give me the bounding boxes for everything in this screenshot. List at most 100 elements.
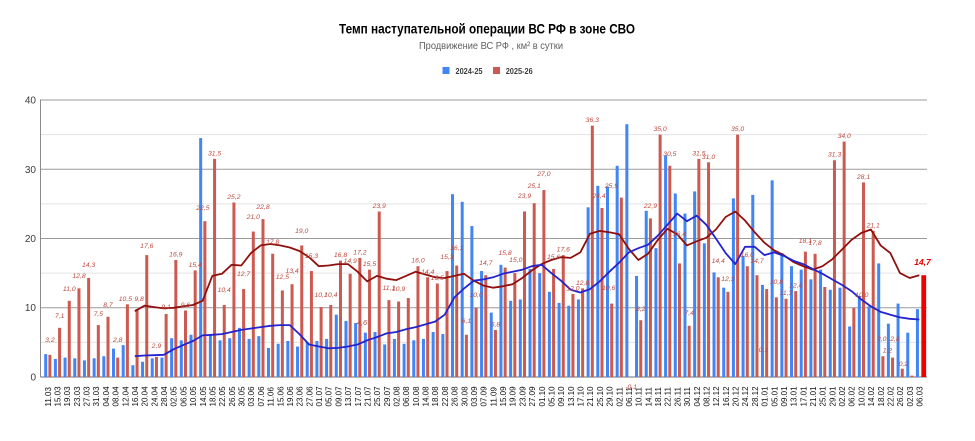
svg-text:0,1: 0,1 <box>759 347 769 354</box>
svg-text:14.05: 14.05 <box>199 386 208 407</box>
svg-text:15.09: 15.09 <box>499 386 508 407</box>
svg-text:22.02: 22.02 <box>887 386 896 407</box>
svg-text:30.11: 30.11 <box>683 387 692 407</box>
svg-text:19.06: 19.06 <box>286 386 295 407</box>
svg-text:03.09: 03.09 <box>470 386 479 407</box>
svg-text:05.01: 05.01 <box>770 386 779 407</box>
svg-text:06.11: 06.11 <box>625 387 634 407</box>
svg-text:24.12: 24.12 <box>741 386 750 407</box>
svg-text:11,1: 11,1 <box>383 285 396 292</box>
svg-text:21.07: 21.07 <box>363 386 372 407</box>
svg-text:25,9: 25,9 <box>604 183 618 190</box>
svg-text:17,6: 17,6 <box>557 247 570 254</box>
svg-text:16,1: 16,1 <box>450 245 463 252</box>
svg-text:14.02: 14.02 <box>867 386 876 407</box>
svg-text:10.08: 10.08 <box>412 386 421 407</box>
svg-text:12,3: 12,3 <box>721 276 734 283</box>
svg-text:30.08: 30.08 <box>460 386 469 407</box>
svg-text:31,5: 31,5 <box>692 150 705 157</box>
svg-text:06.05: 06.05 <box>179 386 188 407</box>
svg-text:17,8: 17,8 <box>266 239 279 246</box>
svg-text:7,4: 7,4 <box>684 310 694 317</box>
svg-text:15,3: 15,3 <box>305 253 318 260</box>
svg-text:17.01: 17.01 <box>799 386 808 407</box>
svg-text:06.02: 06.02 <box>848 386 857 407</box>
svg-text:14,3: 14,3 <box>82 262 95 269</box>
svg-text:13,5: 13,5 <box>431 275 444 282</box>
svg-text:13,4: 13,4 <box>285 268 298 275</box>
svg-text:12,0: 12,0 <box>566 285 579 292</box>
svg-text:7,1: 7,1 <box>55 313 65 320</box>
svg-text:21.01: 21.01 <box>809 386 818 407</box>
svg-text:15,4: 15,4 <box>189 262 202 269</box>
svg-text:08.12: 08.12 <box>702 386 711 407</box>
svg-text:02.11: 02.11 <box>615 387 624 407</box>
svg-text:10: 10 <box>25 303 37 314</box>
svg-text:2,8: 2,8 <box>889 336 900 343</box>
svg-text:14,7: 14,7 <box>914 257 932 267</box>
svg-text:25.10: 25.10 <box>596 386 605 407</box>
svg-text:23.03: 23.03 <box>73 386 82 407</box>
svg-text:05.10: 05.10 <box>548 386 557 407</box>
svg-text:15,3: 15,3 <box>440 254 453 261</box>
svg-text:23.09: 23.09 <box>518 386 527 407</box>
svg-text:08.04: 08.04 <box>112 386 121 407</box>
svg-text:10.11: 10.11 <box>635 387 644 407</box>
svg-text:1,2: 1,2 <box>883 348 893 355</box>
svg-text:4,6: 4,6 <box>357 318 368 327</box>
svg-text:17,2: 17,2 <box>353 249 366 256</box>
svg-text:16,0: 16,0 <box>411 258 424 265</box>
svg-text:21,1: 21,1 <box>866 222 880 229</box>
svg-text:11,3: 11,3 <box>780 290 793 297</box>
svg-text:11.03: 11.03 <box>44 387 53 407</box>
svg-text:13.07: 13.07 <box>344 386 353 407</box>
svg-text:20.12: 20.12 <box>732 386 741 407</box>
svg-text:2,9: 2,9 <box>151 343 162 350</box>
svg-text:15,8: 15,8 <box>498 250 511 257</box>
svg-text:12.12: 12.12 <box>712 386 721 407</box>
svg-text:-0,1: -0,1 <box>625 384 637 391</box>
svg-text:22.08: 22.08 <box>441 386 450 407</box>
svg-text:10,9: 10,9 <box>392 286 405 293</box>
svg-text:07.09: 07.09 <box>480 386 489 407</box>
svg-text:25,1: 25,1 <box>527 183 541 190</box>
svg-text:12,8: 12,8 <box>72 273 85 280</box>
svg-text:10.02: 10.02 <box>857 386 866 407</box>
svg-text:24.04: 24.04 <box>150 386 159 407</box>
svg-text:14,9: 14,9 <box>344 258 357 265</box>
svg-text:22.11: 22.11 <box>664 387 673 407</box>
svg-text:26.11: 26.11 <box>673 387 682 407</box>
svg-text:14,7: 14,7 <box>750 258 763 265</box>
svg-text:31.03: 31.03 <box>92 386 101 407</box>
svg-text:16,4: 16,4 <box>673 231 686 238</box>
svg-text:3,0: 3,0 <box>877 336 887 343</box>
svg-text:18,1: 18,1 <box>799 238 812 245</box>
svg-text:29.01: 29.01 <box>828 386 837 407</box>
svg-text:12,5: 12,5 <box>276 274 289 281</box>
svg-text:15.03: 15.03 <box>54 386 63 407</box>
svg-text:8,2: 8,2 <box>636 306 646 313</box>
svg-text:11,0: 11,0 <box>63 286 76 293</box>
svg-text:19.09: 19.09 <box>509 386 518 407</box>
svg-text:2,8: 2,8 <box>112 337 123 344</box>
svg-text:18.05: 18.05 <box>209 386 218 407</box>
svg-text:10,5: 10,5 <box>119 296 132 303</box>
svg-text:30.05: 30.05 <box>238 386 247 407</box>
svg-text:31,0: 31,0 <box>702 154 715 161</box>
svg-text:8,7: 8,7 <box>103 302 113 309</box>
svg-text:10,0: 10,0 <box>469 292 482 299</box>
svg-text:2024-25: 2024-25 <box>456 66 483 76</box>
svg-text:17.10: 17.10 <box>577 386 586 407</box>
svg-text:23,9: 23,9 <box>517 193 531 200</box>
svg-text:18.02: 18.02 <box>877 386 886 407</box>
svg-text:27,0: 27,0 <box>536 171 550 178</box>
svg-text:04.12: 04.12 <box>693 386 702 407</box>
svg-text:03.06: 03.06 <box>247 386 256 407</box>
svg-text:30: 30 <box>25 165 37 176</box>
svg-text:18.11: 18.11 <box>654 387 663 407</box>
svg-text:36,3: 36,3 <box>586 117 599 124</box>
svg-text:Темп наступательной операции В: Темп наступательной операции ВС РФ в зон… <box>339 21 635 37</box>
svg-text:20: 20 <box>25 234 37 245</box>
svg-text:21,0: 21,0 <box>246 214 260 221</box>
svg-text:6,8: 6,8 <box>491 321 501 328</box>
